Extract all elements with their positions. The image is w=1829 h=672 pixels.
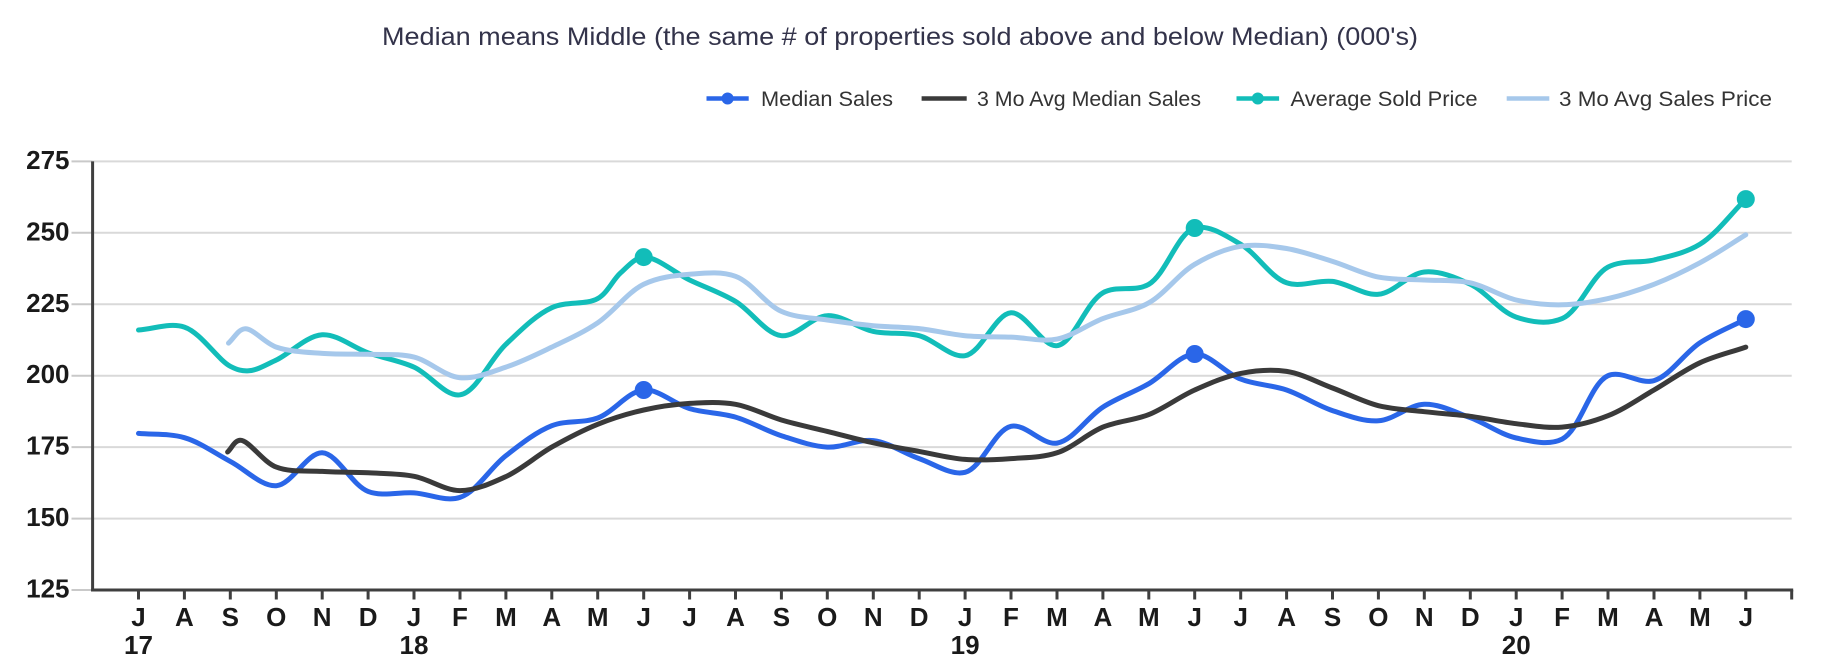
svg-text:250: 250 xyxy=(26,216,69,246)
svg-text:O: O xyxy=(266,602,286,632)
svg-text:M: M xyxy=(1138,602,1160,632)
svg-text:M: M xyxy=(587,602,609,632)
svg-text:S: S xyxy=(1324,602,1341,632)
svg-text:J: J xyxy=(958,602,972,632)
svg-text:J: J xyxy=(1739,602,1753,632)
svg-text:275: 275 xyxy=(26,145,69,175)
svg-text:D: D xyxy=(910,602,929,632)
svg-text:S: S xyxy=(222,602,239,632)
svg-text:Median Sales: Median Sales xyxy=(761,88,893,111)
svg-text:N: N xyxy=(864,602,883,632)
svg-text:Median means Middle (the same: Median means Middle (the same # of prope… xyxy=(382,23,1418,51)
svg-text:J: J xyxy=(1509,602,1523,632)
svg-text:M: M xyxy=(1597,602,1619,632)
svg-text:3 Mo Avg Sales Price: 3 Mo Avg Sales Price xyxy=(1559,88,1772,111)
svg-text:18: 18 xyxy=(400,630,429,660)
svg-text:M: M xyxy=(1046,602,1068,632)
svg-text:17: 17 xyxy=(124,630,153,660)
svg-text:175: 175 xyxy=(26,431,69,461)
svg-text:3 Mo Avg Median Sales: 3 Mo Avg Median Sales xyxy=(977,88,1201,111)
svg-text:A: A xyxy=(1645,602,1664,632)
svg-text:M: M xyxy=(495,602,517,632)
svg-text:A: A xyxy=(1094,602,1113,632)
svg-text:A: A xyxy=(175,602,194,632)
svg-text:M: M xyxy=(1689,602,1711,632)
svg-text:20: 20 xyxy=(1502,630,1531,660)
svg-text:J: J xyxy=(636,602,650,632)
svg-text:J: J xyxy=(131,602,145,632)
svg-text:S: S xyxy=(773,602,790,632)
svg-text:A: A xyxy=(542,602,561,632)
svg-text:F: F xyxy=(452,602,468,632)
svg-text:D: D xyxy=(1461,602,1480,632)
svg-text:125: 125 xyxy=(26,574,69,604)
svg-text:O: O xyxy=(1368,602,1388,632)
svg-text:O: O xyxy=(817,602,837,632)
svg-text:150: 150 xyxy=(26,502,69,532)
svg-text:N: N xyxy=(1415,602,1434,632)
svg-text:Average Sold Price: Average Sold Price xyxy=(1291,88,1478,111)
svg-text:19: 19 xyxy=(951,630,980,660)
svg-text:J: J xyxy=(682,602,696,632)
svg-text:225: 225 xyxy=(26,288,69,318)
svg-text:A: A xyxy=(1277,602,1296,632)
svg-text:200: 200 xyxy=(26,359,69,389)
svg-text:F: F xyxy=(1003,602,1019,632)
svg-text:A: A xyxy=(726,602,745,632)
svg-text:N: N xyxy=(313,602,332,632)
svg-text:J: J xyxy=(1233,602,1247,632)
svg-text:F: F xyxy=(1554,602,1570,632)
svg-text:J: J xyxy=(1187,602,1201,632)
svg-text:D: D xyxy=(359,602,378,632)
svg-text:J: J xyxy=(407,602,421,632)
